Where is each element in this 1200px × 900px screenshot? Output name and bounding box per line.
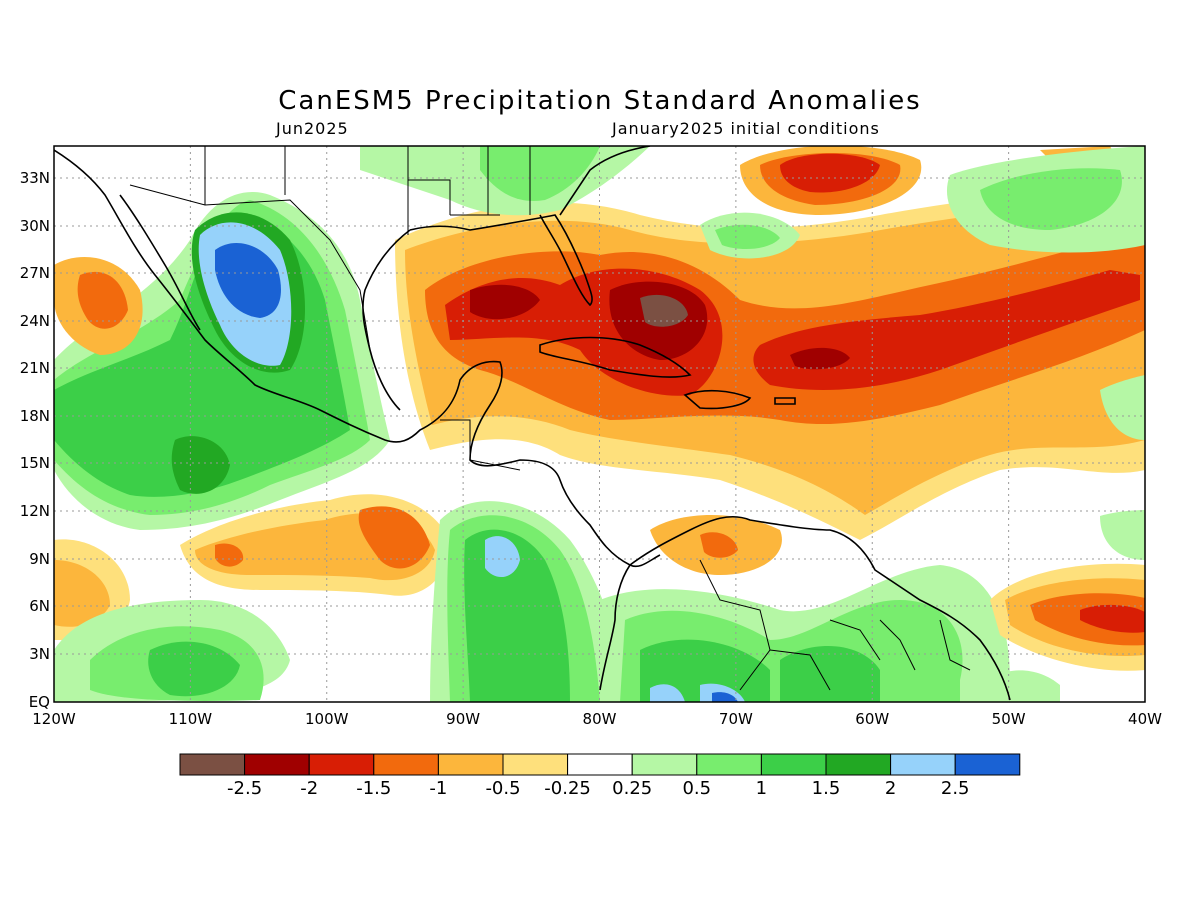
- latitude-label: 3N: [29, 645, 50, 663]
- anomaly-patch: [980, 168, 1122, 230]
- colorbar-label: 1: [756, 778, 767, 799]
- plot-frame: [53, 145, 1146, 703]
- colorbar-swatch: [631, 753, 698, 776]
- colorbar-swatch: [890, 753, 956, 776]
- longitude-labels: 120W 110W 100W 90W 80W 70W 60W 50W 40W: [32, 710, 1162, 728]
- colorbar-label: -2: [300, 778, 318, 799]
- longitude-label: 80W: [583, 710, 617, 728]
- colorbar-label: -0.25: [544, 778, 591, 799]
- colorbar-swatch: [179, 753, 246, 776]
- anomaly-patch: [650, 684, 685, 702]
- colorbar-swatch: [825, 753, 892, 776]
- latitude-label: 12N: [20, 502, 50, 520]
- anomaly-patch: [470, 284, 540, 320]
- colorbar-label: 0.25: [612, 778, 652, 799]
- colorbar-label: 2: [885, 778, 896, 799]
- anomaly-patch: [990, 670, 1060, 702]
- colorbar-swatch: [696, 753, 762, 776]
- colorbar-swatch: [760, 753, 827, 776]
- anomaly-patch: [485, 536, 520, 578]
- latitude-label: 21N: [20, 359, 50, 377]
- country-borders: [129, 146, 971, 691]
- colorbar: [179, 753, 1021, 776]
- latitude-label: 24N: [20, 312, 50, 330]
- anomaly-patch: [358, 506, 430, 569]
- colorbar-swatch: [502, 753, 569, 776]
- anomaly-patch: [215, 543, 244, 567]
- colorbar-swatch: [244, 753, 310, 776]
- anomaly-patch: [712, 692, 738, 702]
- colorbar-label: -1.5: [356, 778, 391, 799]
- latitude-label: 6N: [29, 597, 50, 615]
- colorbar-label: -1: [429, 778, 447, 799]
- anomaly-patch: [780, 646, 880, 702]
- longitude-label: 100W: [305, 710, 349, 728]
- anomaly-patch: [148, 641, 240, 697]
- anomaly-field: [54, 146, 1145, 702]
- anomaly-patch: [1100, 510, 1145, 560]
- latitude-label: 27N: [20, 264, 50, 282]
- colorbar-swatch: [437, 753, 504, 776]
- anomaly-patch: [215, 242, 281, 318]
- longitude-label: 70W: [719, 710, 753, 728]
- longitude-label: 50W: [992, 710, 1026, 728]
- colorbar-labels: -2.5 -2 -1.5 -1 -0.5 -0.25 0.25 0.5 1 1.5 2 2.5: [227, 778, 969, 799]
- colorbar-swatch: [954, 753, 1021, 776]
- latitude-labels: 33N 30N 27N 24N 21N 18N 15N 12N 9N 6N 3N EQ: [20, 169, 50, 711]
- latitude-label: 15N: [20, 454, 50, 472]
- longitude-label: 60W: [855, 710, 889, 728]
- anomaly-patch: [700, 532, 738, 558]
- colorbar-label: 2.5: [941, 778, 970, 799]
- longitude-label: 120W: [32, 710, 76, 728]
- longitude-label: 40W: [1128, 710, 1162, 728]
- colorbar-swatch: [567, 753, 633, 776]
- colorbar-label: 0.5: [682, 778, 711, 799]
- latitude-label: 30N: [20, 217, 50, 235]
- anomaly-patch: [1080, 604, 1145, 633]
- latitude-label: 33N: [20, 169, 50, 187]
- colorbar-label: -2.5: [227, 778, 262, 799]
- anomaly-patch: [54, 560, 110, 627]
- longitude-label: 90W: [446, 710, 480, 728]
- anomaly-patch: [715, 224, 780, 250]
- anomaly-patch: [77, 271, 128, 329]
- colorbar-swatch: [308, 753, 375, 776]
- anomaly-patch: [1100, 375, 1145, 440]
- latitude-label: 9N: [29, 550, 50, 568]
- coastlines: [54, 146, 1011, 701]
- forecast-month: Jun2025: [276, 119, 349, 138]
- colorbar-swatch: [373, 753, 439, 776]
- colorbar-label: 1.5: [812, 778, 841, 799]
- anomaly-patch: [790, 347, 850, 370]
- initial-conditions-label: January2025 initial conditions: [612, 119, 880, 138]
- anomaly-patch: [780, 153, 880, 193]
- colorbar-label: -0.5: [485, 778, 520, 799]
- latitude-label: EQ: [29, 693, 50, 711]
- anomaly-patch: [640, 294, 688, 327]
- anomaly-patch: [480, 146, 600, 201]
- latitude-label: 18N: [20, 407, 50, 425]
- anomaly-patch: [753, 270, 1140, 390]
- longitude-label: 110W: [169, 710, 213, 728]
- anomaly-patch: [171, 436, 230, 494]
- map-title: CanESM5 Precipitation Standard Anomalies: [278, 86, 922, 116]
